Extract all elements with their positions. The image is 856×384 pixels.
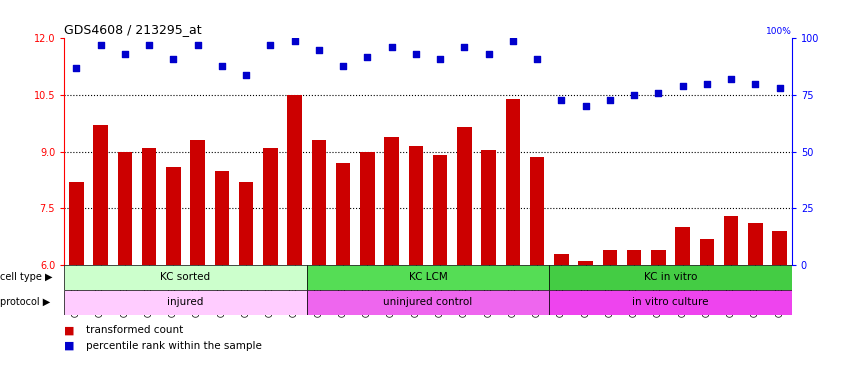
Bar [384, 137, 399, 265]
Point [651, 90, 665, 96]
Bar [554, 254, 568, 265]
Point [336, 63, 350, 69]
Bar [550, 290, 792, 315]
Bar [190, 141, 205, 265]
Bar [699, 238, 714, 265]
Bar [306, 290, 550, 315]
Bar [64, 265, 306, 290]
Point [191, 42, 205, 48]
Text: ■: ■ [64, 341, 74, 351]
Text: percentile rank within the sample: percentile rank within the sample [86, 341, 261, 351]
Text: 100%: 100% [766, 27, 792, 36]
Bar [530, 157, 544, 265]
Point [142, 42, 156, 48]
Point [555, 96, 568, 103]
Bar [142, 148, 157, 265]
Bar [506, 99, 520, 265]
Point [700, 81, 714, 87]
Bar [651, 250, 666, 265]
Bar [239, 182, 253, 265]
Point [288, 38, 301, 44]
Point [482, 51, 496, 57]
Text: KC LCM: KC LCM [408, 272, 448, 283]
Point [579, 103, 592, 109]
Bar [336, 163, 350, 265]
Text: KC in vitro: KC in vitro [644, 272, 698, 283]
Bar [263, 148, 277, 265]
Text: KC sorted: KC sorted [160, 272, 211, 283]
Point [312, 46, 325, 53]
Point [773, 85, 787, 91]
Bar [433, 156, 448, 265]
Bar [724, 216, 739, 265]
Bar [748, 223, 763, 265]
Point [675, 83, 689, 89]
Bar [312, 141, 326, 265]
Point [409, 51, 423, 57]
Bar [481, 150, 496, 265]
Bar [93, 125, 108, 265]
Point [457, 45, 471, 51]
Text: uninjured control: uninjured control [383, 297, 473, 308]
Text: GDS4608 / 213295_at: GDS4608 / 213295_at [64, 23, 202, 36]
Text: cell type ▶: cell type ▶ [0, 272, 52, 283]
Bar [288, 95, 302, 265]
Bar [772, 231, 787, 265]
Point [264, 42, 277, 48]
Point [627, 92, 641, 98]
Point [748, 81, 762, 87]
Bar [627, 250, 641, 265]
Point [118, 51, 132, 57]
Point [239, 71, 253, 78]
Point [93, 42, 108, 48]
Point [433, 56, 447, 62]
Bar [306, 265, 550, 290]
Bar [550, 265, 792, 290]
Point [215, 63, 229, 69]
Point [530, 56, 544, 62]
Bar [69, 182, 84, 265]
Bar [360, 152, 375, 265]
Text: in vitro culture: in vitro culture [633, 297, 709, 308]
Bar [457, 127, 472, 265]
Point [360, 53, 374, 60]
Text: transformed count: transformed count [86, 325, 183, 335]
Bar [64, 290, 306, 315]
Bar [117, 152, 132, 265]
Bar [579, 261, 593, 265]
Bar [408, 146, 423, 265]
Text: injured: injured [167, 297, 204, 308]
Bar [675, 227, 690, 265]
Bar [603, 250, 617, 265]
Point [69, 65, 83, 71]
Point [506, 38, 520, 44]
Bar [166, 167, 181, 265]
Text: ■: ■ [64, 325, 74, 335]
Bar [215, 170, 229, 265]
Point [603, 96, 616, 103]
Text: protocol ▶: protocol ▶ [0, 297, 51, 308]
Point [384, 45, 398, 51]
Point [724, 76, 738, 82]
Point [166, 56, 180, 62]
